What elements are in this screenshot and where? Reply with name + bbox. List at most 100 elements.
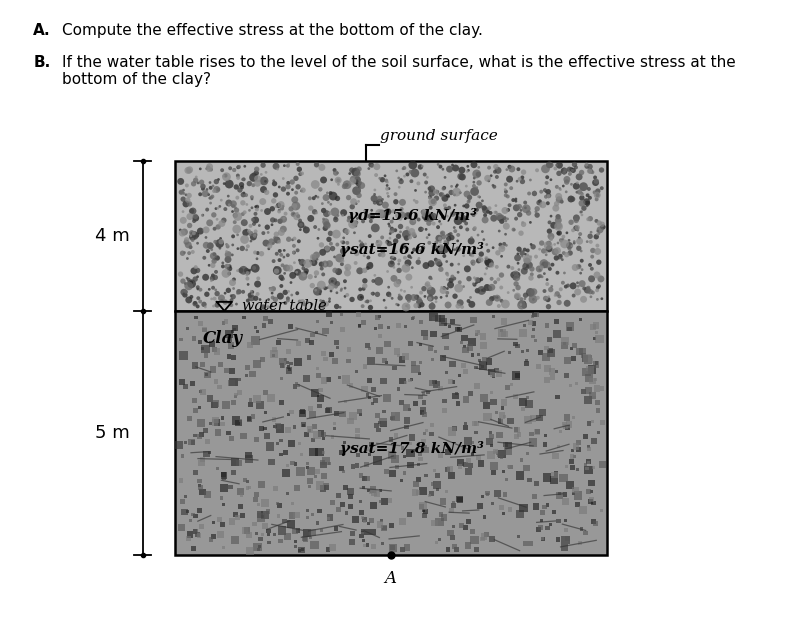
Point bbox=[198, 253, 211, 263]
Point bbox=[251, 279, 264, 289]
Point bbox=[304, 425, 317, 435]
Point bbox=[548, 507, 561, 517]
Point bbox=[181, 180, 194, 190]
Point bbox=[448, 274, 461, 284]
Point bbox=[590, 358, 603, 368]
Point bbox=[199, 351, 212, 361]
Point bbox=[402, 210, 415, 220]
Point bbox=[472, 349, 485, 359]
Point bbox=[551, 268, 564, 278]
Point bbox=[490, 446, 503, 456]
Point bbox=[401, 170, 414, 180]
Point bbox=[268, 421, 281, 431]
Point bbox=[292, 339, 305, 349]
Point bbox=[371, 411, 384, 421]
Point bbox=[521, 345, 534, 355]
Point bbox=[568, 160, 581, 170]
Point bbox=[262, 244, 275, 254]
Point bbox=[595, 219, 608, 229]
Point bbox=[299, 534, 312, 544]
Point bbox=[364, 160, 377, 170]
Point bbox=[454, 222, 467, 232]
Point bbox=[450, 544, 463, 555]
Point bbox=[181, 506, 194, 516]
Point bbox=[281, 250, 294, 260]
Point bbox=[292, 357, 305, 367]
Point bbox=[286, 270, 299, 280]
Point bbox=[382, 282, 395, 292]
Point bbox=[315, 264, 328, 274]
Point bbox=[468, 173, 481, 183]
Point bbox=[407, 312, 420, 322]
Point bbox=[242, 450, 255, 460]
Point bbox=[421, 172, 434, 182]
Point bbox=[316, 198, 329, 208]
Point bbox=[360, 390, 373, 400]
Point bbox=[231, 193, 244, 203]
Point bbox=[293, 165, 306, 175]
Point bbox=[596, 418, 609, 428]
Point bbox=[325, 175, 338, 185]
Point bbox=[312, 371, 325, 381]
Point bbox=[321, 283, 334, 293]
Point bbox=[241, 274, 254, 284]
Point bbox=[274, 291, 287, 301]
Point bbox=[415, 392, 428, 402]
Point bbox=[292, 211, 305, 221]
Point bbox=[281, 357, 294, 367]
Point bbox=[339, 291, 352, 301]
Point bbox=[569, 441, 582, 452]
Point bbox=[490, 365, 503, 376]
Point bbox=[433, 217, 446, 227]
Point bbox=[369, 395, 382, 405]
Point bbox=[411, 460, 424, 470]
Point bbox=[566, 446, 579, 456]
Point bbox=[477, 531, 490, 541]
Point bbox=[237, 287, 249, 297]
Point bbox=[179, 491, 192, 501]
Point bbox=[381, 184, 394, 194]
Point bbox=[526, 437, 539, 447]
Point bbox=[293, 255, 306, 265]
Point bbox=[281, 461, 294, 471]
Point bbox=[418, 170, 431, 180]
Point bbox=[586, 516, 599, 526]
Point bbox=[473, 200, 486, 210]
Point bbox=[305, 466, 318, 476]
Point bbox=[337, 467, 350, 477]
Point bbox=[521, 256, 534, 266]
Text: A: A bbox=[385, 570, 397, 587]
Point bbox=[576, 189, 589, 199]
Point bbox=[328, 252, 341, 262]
Point bbox=[288, 241, 301, 251]
Point bbox=[349, 514, 362, 524]
Point bbox=[376, 246, 389, 256]
Point bbox=[323, 294, 336, 304]
Point bbox=[248, 230, 261, 241]
Point bbox=[381, 188, 394, 198]
Point bbox=[386, 450, 399, 460]
Point bbox=[413, 294, 426, 304]
Point bbox=[532, 524, 545, 534]
Point bbox=[229, 389, 242, 399]
Point bbox=[211, 253, 224, 263]
Point bbox=[238, 526, 251, 536]
Point bbox=[550, 160, 563, 170]
Point bbox=[433, 259, 446, 269]
Point bbox=[483, 298, 496, 308]
Point bbox=[410, 301, 423, 311]
Point bbox=[435, 190, 448, 200]
Point bbox=[394, 398, 407, 408]
Point bbox=[534, 201, 547, 211]
Point bbox=[177, 276, 190, 286]
Point bbox=[438, 172, 451, 182]
Point bbox=[350, 367, 363, 377]
Point bbox=[467, 224, 480, 234]
Point bbox=[380, 237, 393, 247]
Point bbox=[229, 203, 242, 213]
Point bbox=[511, 291, 524, 301]
Point bbox=[211, 214, 224, 224]
Point bbox=[403, 233, 416, 243]
Point bbox=[509, 391, 522, 401]
Point bbox=[432, 313, 445, 323]
